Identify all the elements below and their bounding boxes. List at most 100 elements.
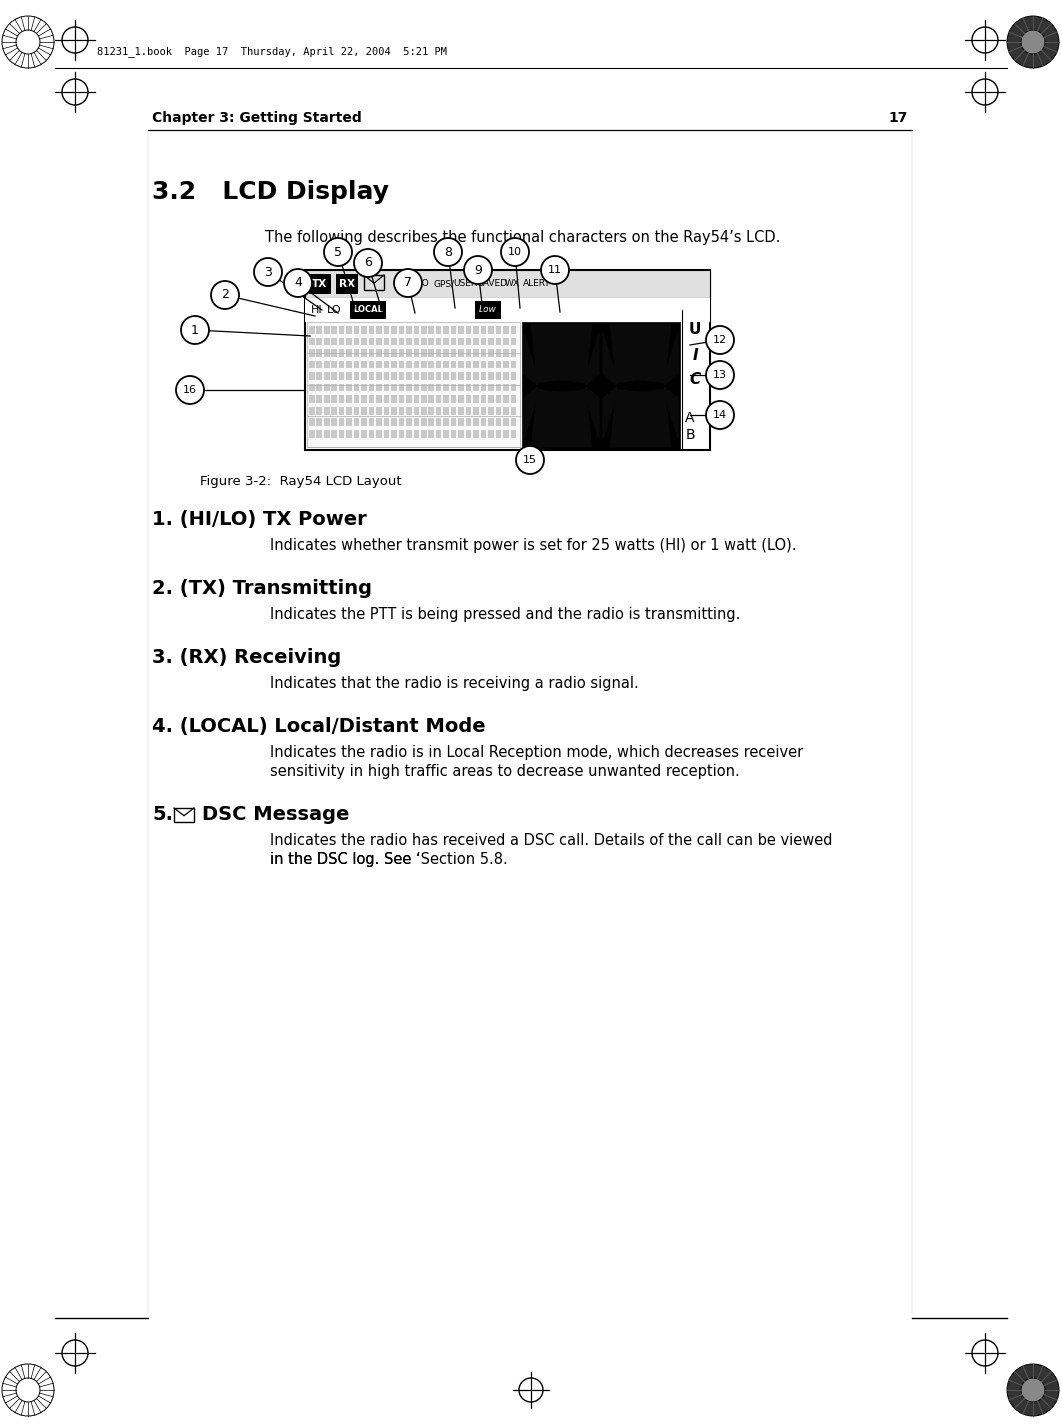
Bar [346, 407, 352, 414]
Bar [481, 396, 486, 403]
Bar [511, 384, 516, 391]
Bar [316, 407, 322, 414]
Bar [324, 407, 329, 414]
Bar [421, 396, 427, 403]
Text: 6: 6 [364, 257, 372, 270]
Bar [376, 384, 381, 391]
Text: 1: 1 [191, 324, 199, 337]
Bar [503, 326, 509, 334]
Bar [503, 337, 509, 346]
Bar [324, 396, 329, 403]
Polygon shape [585, 387, 599, 438]
Text: 2: 2 [221, 288, 229, 301]
Circle shape [706, 326, 734, 354]
Bar [361, 384, 366, 391]
Bar [339, 348, 344, 357]
Bar [354, 326, 359, 334]
Bar [443, 337, 449, 346]
Bar [428, 430, 434, 437]
Circle shape [1007, 16, 1059, 69]
Bar [369, 326, 374, 334]
Bar [324, 361, 329, 368]
Bar [413, 384, 419, 391]
Text: 8: 8 [444, 246, 452, 258]
Bar [391, 326, 397, 334]
Bar [451, 361, 457, 368]
Bar [354, 430, 359, 437]
Circle shape [176, 376, 204, 404]
Bar [354, 396, 359, 403]
Bar [376, 396, 381, 403]
Text: in the DSC log. See ‘Section 5.8.: in the DSC log. See ‘Section 5.8. [270, 853, 508, 867]
Circle shape [1021, 1378, 1045, 1402]
Bar [376, 348, 381, 357]
Bar [316, 373, 322, 380]
Bar [503, 384, 509, 391]
Text: 15: 15 [523, 456, 537, 466]
Bar [511, 361, 516, 368]
Bar [496, 373, 501, 380]
Bar [398, 396, 405, 403]
Bar [364, 276, 384, 290]
Bar [339, 373, 344, 380]
Bar [413, 373, 419, 380]
Bar [459, 396, 464, 403]
Bar [391, 418, 397, 426]
Circle shape [541, 256, 569, 284]
Bar [354, 373, 359, 380]
Bar [413, 418, 419, 426]
Bar [511, 373, 516, 380]
Bar [428, 348, 434, 357]
Text: 3. (RX) Receiving: 3. (RX) Receiving [152, 648, 341, 667]
Bar [451, 430, 457, 437]
Bar [346, 418, 352, 426]
Text: A: A [685, 411, 695, 426]
Text: 2. (TX) Transmitting: 2. (TX) Transmitting [152, 578, 372, 598]
Bar [398, 384, 405, 391]
Bar [413, 407, 419, 414]
Text: 17: 17 [889, 111, 908, 126]
Bar [309, 373, 314, 380]
Bar [346, 348, 352, 357]
Bar [331, 407, 337, 414]
Bar [421, 361, 427, 368]
Bar [331, 326, 337, 334]
Bar [459, 361, 464, 368]
Bar [466, 430, 472, 437]
Bar [435, 337, 442, 346]
Text: 4: 4 [294, 277, 302, 290]
Bar [361, 361, 366, 368]
Bar [346, 396, 352, 403]
Text: 12: 12 [713, 336, 727, 346]
Bar [376, 373, 381, 380]
Bar [451, 384, 457, 391]
Bar [428, 361, 434, 368]
Circle shape [394, 268, 422, 297]
Bar [459, 373, 464, 380]
Text: Low: Low [479, 306, 497, 314]
Bar [435, 361, 442, 368]
Text: GPS/: GPS/ [433, 280, 455, 288]
Bar [383, 396, 390, 403]
Bar [369, 407, 374, 414]
Bar [428, 396, 434, 403]
Bar [309, 407, 314, 414]
Text: 10: 10 [508, 247, 523, 257]
Bar [481, 384, 486, 391]
Bar [443, 361, 449, 368]
Bar [496, 337, 501, 346]
Bar [511, 326, 516, 334]
Bar [331, 418, 337, 426]
Bar [435, 384, 442, 391]
Circle shape [706, 401, 734, 428]
Bar [383, 337, 390, 346]
Bar [305, 270, 710, 450]
Circle shape [354, 248, 382, 277]
Bar [466, 361, 472, 368]
Bar [421, 407, 427, 414]
Bar [361, 337, 366, 346]
Bar [474, 430, 479, 437]
Bar [339, 396, 344, 403]
Bar [466, 384, 472, 391]
Bar [391, 337, 397, 346]
